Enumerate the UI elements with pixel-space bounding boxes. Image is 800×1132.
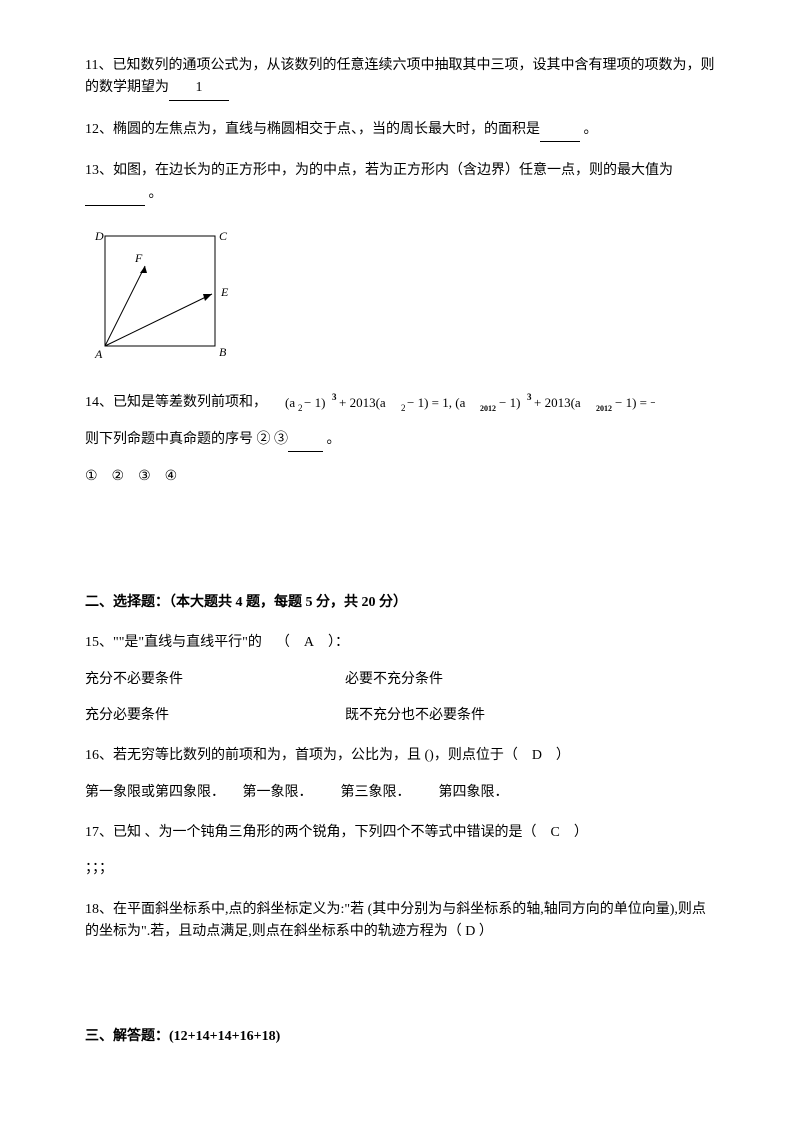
q12-blank — [540, 119, 580, 142]
svg-text:2012: 2012 — [596, 404, 612, 413]
q15-opt-b: 必要不充分条件 — [345, 669, 715, 691]
svg-text:(a: (a — [285, 395, 295, 410]
label-C: C — [219, 229, 228, 243]
svg-text:− 1): − 1) — [304, 395, 325, 410]
q15-opt-a: 充分不必要条件 — [85, 669, 345, 691]
q15-opt-c: 充分必要条件 — [85, 705, 345, 727]
q16-options: 第一象限或第四象限． 第一象限． 第三象限． 第四象限． — [85, 782, 715, 804]
svg-text:+ 2013(a: + 2013(a — [534, 395, 581, 410]
q17-line2: ；；； — [85, 858, 715, 880]
question-15: 15、""是"直线与直线平行"的 （ A ）： 充分不必要条件 必要不充分条件 … — [85, 632, 715, 727]
label-D: D — [94, 229, 104, 243]
q12-after: 。 — [580, 122, 598, 137]
svg-text:− 1) = 1, (a: − 1) = 1, (a — [407, 395, 466, 410]
q15-opt-d: 既不充分也不必要条件 — [345, 705, 715, 727]
q14-line1-before: 14、已知是等差数列前项和， — [85, 396, 281, 411]
svg-text:2012: 2012 — [480, 404, 496, 413]
question-14: 14、已知是等差数列前项和， (a 2 − 1) 3 + 2013(a 2 − … — [85, 392, 715, 488]
q13-figure: D C F E A B — [85, 226, 715, 372]
question-12: 12、椭圆的左焦点为，直线与椭圆相交于点、，当的周长最大时，的面积是 。 — [85, 119, 715, 142]
q14-line2-after: 。 — [323, 432, 341, 447]
q15-text: 15、""是"直线与直线平行"的 （ A ）： — [85, 632, 715, 654]
question-17: 17、已知 、为一个钝角三角形的两个锐角，下列四个不等式中错误的是（ C ） ；… — [85, 822, 715, 881]
question-16: 16、若无穷等比数列的前项和为，首项为，公比为，且 ()，则点位于（ D ） 第… — [85, 745, 715, 804]
svg-text:− 1) = −1,: − 1) = −1, — [615, 395, 655, 410]
svg-text:3: 3 — [527, 392, 532, 402]
q17-text: 17、已知 、为一个钝角三角形的两个锐角，下列四个不等式中错误的是（ C ） — [85, 822, 715, 844]
label-E: E — [220, 285, 229, 299]
q14-line2-before: 则下列命题中真命题的序号 ② ③ — [85, 432, 288, 447]
section3-title: 三、解答题：(12+14+14+16+18) — [85, 1026, 715, 1048]
q14-formula: (a 2 − 1) 3 + 2013(a 2 − 1) = 1, (a 2012… — [285, 392, 655, 414]
section2-title: 二、选择题：（本大题共 4 题，每题 5 分，共 20 分） — [85, 592, 715, 614]
svg-text:− 1): − 1) — [499, 395, 520, 410]
svg-text:2: 2 — [298, 403, 303, 413]
question-13: 13、如图，在边长为的正方形中，为的中点，若为正方形内（含边界）任意一点，则的最… — [85, 160, 715, 206]
svg-text:3: 3 — [332, 392, 337, 402]
q12-text: 12、椭圆的左焦点为，直线与椭圆相交于点、，当的周长最大时，的面积是 — [85, 122, 540, 137]
q18-text: 18、在平面斜坐标系中,点的斜坐标定义为:"若 (其中分别为与斜坐标系的轴,轴同… — [85, 899, 715, 944]
q16-text: 16、若无穷等比数列的前项和为，首项为，公比为，且 ()，则点位于（ D ） — [85, 745, 715, 767]
q14-options: ① ② ③ ④ — [85, 466, 715, 488]
svg-text:+ 2013(a: + 2013(a — [339, 395, 386, 410]
svg-text:2: 2 — [401, 403, 406, 413]
q11-blank: 1 — [169, 77, 229, 100]
label-F: F — [134, 251, 143, 265]
q13-blank — [85, 183, 145, 206]
label-B: B — [219, 345, 227, 359]
q13-after: 。 — [145, 186, 163, 201]
square-diagram: D C F E A B — [85, 226, 235, 364]
q13-text: 13、如图，在边长为的正方形中，为的中点，若为正方形内（含边界）任意一点，则的最… — [85, 163, 673, 178]
q14-blank — [288, 429, 323, 452]
question-11: 11、已知数列的通项公式为，从该数列的任意连续六项中抽取其中三项，设其中含有理项… — [85, 55, 715, 101]
label-A: A — [94, 347, 103, 361]
question-18: 18、在平面斜坐标系中,点的斜坐标定义为:"若 (其中分别为与斜坐标系的轴,轴同… — [85, 899, 715, 944]
